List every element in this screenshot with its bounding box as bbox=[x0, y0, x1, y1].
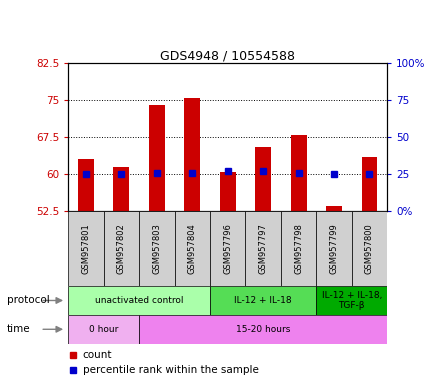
Bar bbox=[149, 105, 165, 211]
Title: GDS4948 / 10554588: GDS4948 / 10554588 bbox=[160, 49, 295, 62]
Text: 15-20 hours: 15-20 hours bbox=[236, 325, 290, 334]
Text: protocol: protocol bbox=[7, 295, 49, 306]
Bar bbox=[210, 211, 246, 286]
Bar bbox=[114, 167, 129, 211]
Bar bbox=[255, 147, 271, 211]
Text: GSM957798: GSM957798 bbox=[294, 223, 303, 274]
Text: IL-12 + IL-18,
TGF-β: IL-12 + IL-18, TGF-β bbox=[322, 291, 382, 310]
Text: GSM957801: GSM957801 bbox=[81, 223, 91, 274]
Bar bbox=[316, 211, 352, 286]
Bar bbox=[68, 315, 139, 344]
Bar bbox=[326, 206, 342, 211]
Text: unactivated control: unactivated control bbox=[95, 296, 183, 305]
Text: GSM957799: GSM957799 bbox=[330, 223, 338, 274]
Text: GSM957804: GSM957804 bbox=[188, 223, 197, 274]
Bar bbox=[290, 135, 307, 211]
Bar bbox=[139, 315, 387, 344]
Bar bbox=[246, 211, 281, 286]
Text: GSM957800: GSM957800 bbox=[365, 223, 374, 274]
Bar bbox=[139, 211, 175, 286]
Bar bbox=[316, 286, 387, 315]
Bar bbox=[68, 211, 104, 286]
Bar bbox=[175, 211, 210, 286]
Text: GSM957803: GSM957803 bbox=[152, 223, 161, 274]
Text: percentile rank within the sample: percentile rank within the sample bbox=[83, 366, 258, 376]
Bar bbox=[184, 98, 200, 211]
Bar bbox=[78, 159, 94, 211]
Text: 0 hour: 0 hour bbox=[89, 325, 118, 334]
Bar bbox=[210, 286, 316, 315]
Text: count: count bbox=[83, 350, 112, 360]
Text: IL-12 + IL-18: IL-12 + IL-18 bbox=[235, 296, 292, 305]
Bar bbox=[362, 157, 378, 211]
Text: time: time bbox=[7, 324, 30, 334]
Text: GSM957796: GSM957796 bbox=[223, 223, 232, 274]
Text: GSM957797: GSM957797 bbox=[259, 223, 268, 274]
Bar bbox=[220, 172, 236, 211]
Bar bbox=[281, 211, 316, 286]
Text: GSM957802: GSM957802 bbox=[117, 223, 126, 274]
Bar bbox=[104, 211, 139, 286]
Bar bbox=[68, 286, 210, 315]
Bar bbox=[352, 211, 387, 286]
